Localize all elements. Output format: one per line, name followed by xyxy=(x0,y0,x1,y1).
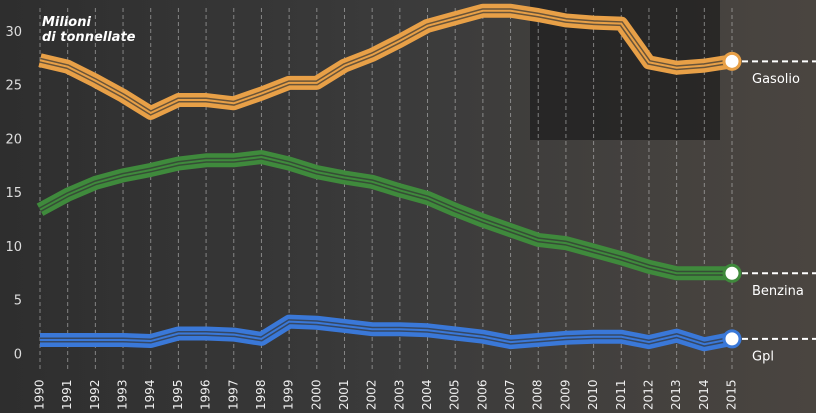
x-tick-label: 2001 xyxy=(337,379,351,410)
x-tick-label: 2003 xyxy=(392,379,406,410)
series-label: Gpl xyxy=(752,349,774,364)
x-tick-label: 2006 xyxy=(475,379,489,410)
y-tick-label: 25 xyxy=(5,79,22,94)
x-tick-label: 2010 xyxy=(586,379,600,410)
y-tick-label: 10 xyxy=(5,240,22,255)
x-tick-label: 1990 xyxy=(33,379,47,410)
x-tick-label: 2002 xyxy=(365,379,379,410)
series-label: Benzina xyxy=(752,284,804,299)
x-tick-label: 2013 xyxy=(669,379,683,410)
x-tick-label: 2011 xyxy=(614,379,628,410)
x-tick-label: 1991 xyxy=(60,379,74,410)
x-tick-label: 1995 xyxy=(171,379,185,410)
x-tick-label: 2015 xyxy=(725,379,739,410)
end-point xyxy=(724,265,740,281)
x-tick-label: 2009 xyxy=(558,379,572,410)
y-tick-label: 0 xyxy=(14,348,22,363)
x-tick-label: 1996 xyxy=(199,379,213,410)
end-point xyxy=(724,331,740,347)
x-tick-label: 1999 xyxy=(282,379,296,410)
y-tick-label: 15 xyxy=(5,186,22,201)
y-tick-label: 5 xyxy=(14,294,22,309)
x-tick-label: 1997 xyxy=(226,379,240,410)
series-label: Gasolio xyxy=(752,72,800,87)
x-tick-label: 1993 xyxy=(116,379,130,410)
x-tick-label: 2007 xyxy=(503,379,517,410)
x-tick-label: 2014 xyxy=(697,379,711,410)
x-tick-label: 1994 xyxy=(143,379,157,410)
x-tick-label: 2005 xyxy=(448,379,462,410)
end-point xyxy=(724,53,740,69)
y-tick-label: 30 xyxy=(5,25,22,40)
x-tick-label: 2008 xyxy=(531,379,545,410)
x-tick-label: 1992 xyxy=(88,379,102,410)
x-tick-label: 2012 xyxy=(641,379,655,410)
x-tick-label: 2000 xyxy=(309,379,323,410)
x-tick-label: 2004 xyxy=(420,379,434,410)
chart: Milionidi tonnellate 0510152025301990199… xyxy=(0,0,816,413)
y-tick-label: 20 xyxy=(5,132,22,147)
x-tick-label: 1998 xyxy=(254,379,268,410)
